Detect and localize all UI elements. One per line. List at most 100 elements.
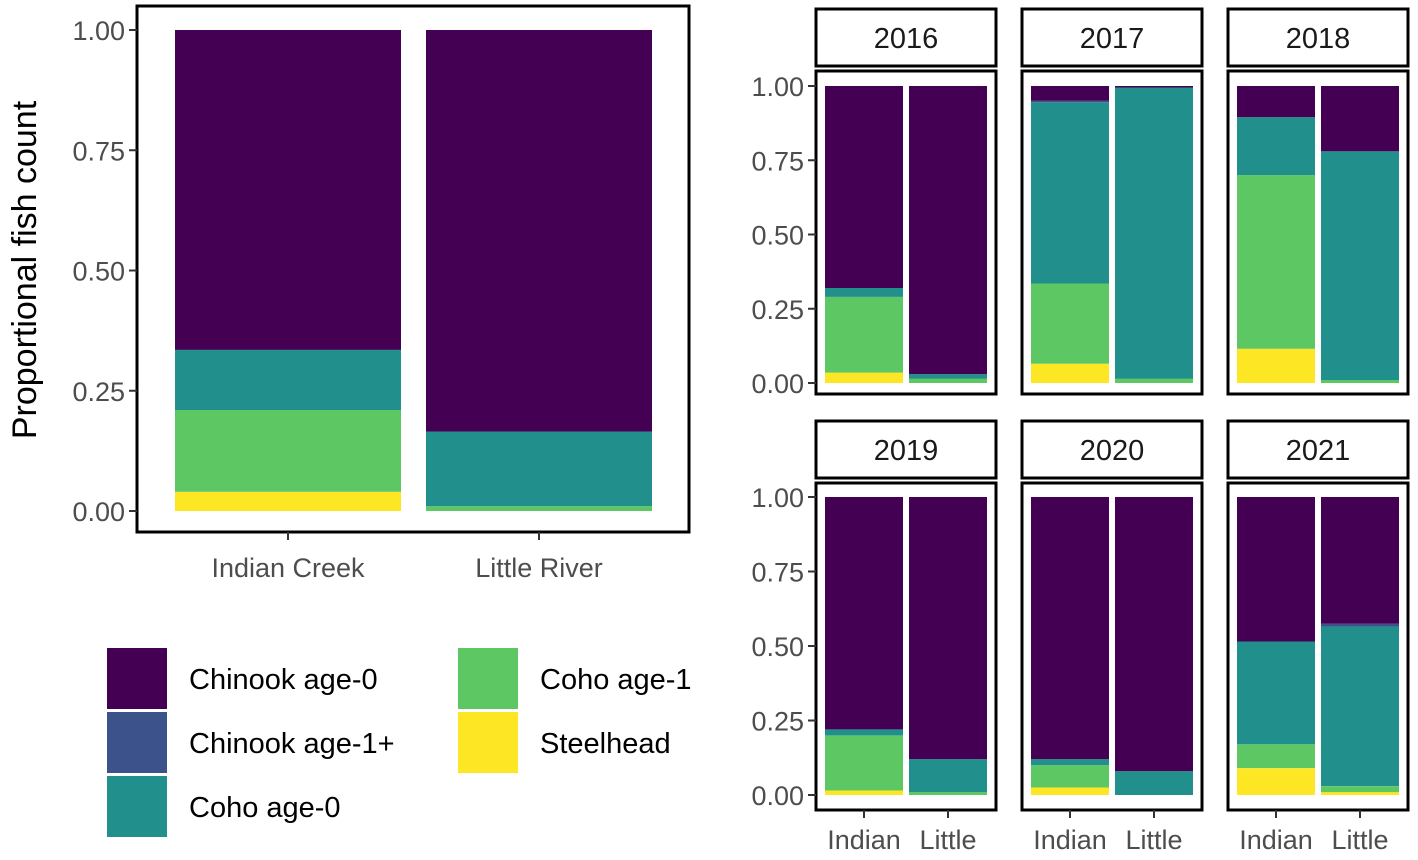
- facet-2017-bar-little-chinook-age-0: [1115, 86, 1193, 88]
- facet-2019: 2019 0.00 0.25 0.50 0.75 1.00 Indian Little: [751, 419, 998, 855]
- facet-2017-bar-indian-chinook-age-0: [1031, 86, 1109, 101]
- legend-item-chinook-age-1: Chinook age-1+: [107, 712, 395, 773]
- legend-label: Chinook age-0: [189, 664, 378, 696]
- overall-y-tick-label: 0.25: [72, 377, 125, 407]
- overall-chart: 0.00 0.25 0.50 0.75 1.00 Indian Creek Little …: [6, 4, 691, 583]
- overall-bar-indian-creek-coho-age-1: [175, 410, 401, 492]
- legend-item-steelhead: Steelhead: [458, 712, 671, 773]
- overall-x-axis: Indian Creek Little River: [137, 531, 689, 583]
- facet-strip-label: 2019: [874, 435, 939, 467]
- facet-2017-bar-indian-steelhead: [1031, 363, 1109, 383]
- facet-2019-x-tick-label: Little: [919, 825, 976, 855]
- legend-label: Chinook age-1+: [189, 728, 395, 760]
- facet-strip-label: 2018: [1286, 23, 1351, 55]
- legend-item-coho-age-0: Coho age-0: [107, 776, 341, 837]
- overall-bar-little-river-chinook-age-0: [426, 30, 652, 432]
- y-axis-title: Proportional fish count: [6, 100, 44, 439]
- facet-2019-bar-little-coho-age-1: [909, 792, 987, 795]
- legend-item-coho-age-1: Coho age-1: [458, 648, 692, 709]
- facet-strip-2021: [1226, 419, 1410, 480]
- facet-2020-bar-indian-steelhead: [1031, 787, 1109, 795]
- facet-2020: 2020 Indian Little: [1020, 419, 1204, 855]
- facet-2019-bar-indian-coho-age-1: [825, 735, 903, 791]
- facet-2021-bar-little-chinook-age-1: [1321, 623, 1399, 627]
- legend-swatch: [458, 712, 518, 773]
- facet-strip-2018: [1226, 7, 1410, 68]
- facet-2019-y-tick-label: 0.50: [751, 632, 804, 662]
- yearly-facets: 2016 0.00 0.25 0.50 0.75 1.00 2017 2018 2019 0.00…: [751, 7, 1410, 855]
- facet-strip-label: 2021: [1286, 435, 1351, 467]
- facet-2016-bar-indian-steelhead: [825, 372, 903, 383]
- legend-swatch: [458, 648, 518, 709]
- facet-2020-x-tick-label: Little: [1125, 825, 1182, 855]
- overall-y-tick-label: 0.75: [72, 136, 125, 166]
- facet-2018-bar-little-coho-age-1: [1321, 380, 1399, 383]
- overall-x-tick-label: Little River: [475, 553, 603, 583]
- facet-2016-bar-indian-coho-age-0: [825, 288, 903, 297]
- legend-label: Coho age-1: [540, 664, 692, 696]
- facet-2021: 2021 Indian Little: [1226, 419, 1410, 855]
- facet-2018-bar-indian-steelhead: [1237, 348, 1315, 383]
- legend-label: Coho age-0: [189, 792, 341, 824]
- facet-2019-y-tick-label: 0.00: [751, 781, 804, 811]
- facet-strip-2020: [1020, 419, 1204, 480]
- facet-strip-2017: [1020, 7, 1204, 68]
- facet-2019-bar-little-chinook-age-0: [909, 497, 987, 760]
- facet-2016-bar-little-coho-age-1: [909, 378, 987, 383]
- facet-2020-bar-little-chinook-age-0: [1115, 497, 1193, 772]
- overall-bar-indian-creek-chinook-age-0: [175, 30, 401, 350]
- legend-swatch: [107, 648, 167, 709]
- overall-y-axis: 0.00 0.25 0.50 0.75 1.00: [72, 16, 138, 527]
- facet-2016: 2016 0.00 0.25 0.50 0.75 1.00: [751, 7, 998, 399]
- facet-2020-bar-little-coho-age-0: [1115, 771, 1193, 795]
- facet-2020-x-tick-label: Indian: [1033, 825, 1107, 855]
- legend-label: Steelhead: [540, 728, 671, 760]
- facet-2016-y-tick-label: 0.50: [751, 221, 804, 251]
- facet-2020-bar-indian-coho-age-1: [1031, 765, 1109, 788]
- facet-2019-bar-indian-coho-age-0: [825, 729, 903, 736]
- overall-bar-little-river-coho-age-0: [426, 431, 652, 507]
- legend: Chinook age-0 Chinook age-1+ Coho age-0 Coh…: [107, 648, 692, 837]
- facet-2017-bar-little-coho-age-1: [1115, 378, 1193, 383]
- facet-2019-y-tick-label: 0.75: [751, 558, 804, 588]
- facet-2021-bar-little-chinook-age-0: [1321, 497, 1399, 624]
- facet-2016-bar-indian-coho-age-1: [825, 296, 903, 373]
- facet-2018-bar-little-coho-age-0: [1321, 151, 1399, 380]
- overall-bar-indian-creek-coho-age-0: [175, 349, 401, 410]
- facet-2021-x-tick-label: Indian: [1239, 825, 1313, 855]
- facet-2021-bar-indian-coho-age-0: [1237, 641, 1315, 745]
- facet-strip-label: 2020: [1080, 435, 1145, 467]
- facet-2016-y-tick-label: 0.00: [751, 369, 804, 399]
- facet-strip-2016: [814, 7, 998, 68]
- overall-y-tick-label: 0.00: [72, 497, 125, 527]
- facet-2017-bar-indian-coho-age-0: [1031, 102, 1109, 284]
- facet-2019-x-tick-label: Indian: [827, 825, 901, 855]
- facet-strip-label: 2017: [1080, 23, 1145, 55]
- facet-2016-bar-indian-chinook-age-0: [825, 86, 903, 288]
- facet-2021-bar-indian-chinook-age-0: [1237, 497, 1315, 642]
- facet-2016-y-tick-label: 0.75: [751, 146, 804, 176]
- facet-2017-bar-indian-chinook-age-1: [1031, 100, 1109, 103]
- facet-2020-bar-indian-chinook-age-0: [1031, 497, 1109, 760]
- facet-2018: 2018: [1226, 7, 1410, 396]
- overall-bars: [175, 30, 652, 511]
- facet-2019-bar-little-coho-age-0: [909, 759, 987, 792]
- facet-2021-bar-indian-steelhead: [1237, 768, 1315, 795]
- legend-item-chinook-age-0: Chinook age-0: [107, 648, 378, 709]
- facet-2019-y-tick-label: 0.25: [751, 707, 804, 737]
- legend-swatch: [107, 712, 167, 773]
- facet-2021-bar-indian-coho-age-1: [1237, 744, 1315, 769]
- overall-y-tick-label: 0.50: [72, 257, 125, 287]
- facet-2019-bar-indian-steelhead: [825, 790, 903, 795]
- facet-2021-bar-little-steelhead: [1321, 792, 1399, 795]
- facet-2016-y-tick-label: 1.00: [751, 72, 804, 102]
- facet-2019-y-tick-label: 1.00: [751, 483, 804, 513]
- overall-y-tick-label: 1.00: [72, 16, 125, 46]
- facet-2017-bar-indian-coho-age-1: [1031, 283, 1109, 364]
- facet-strip-2019: [814, 419, 998, 480]
- overall-x-tick-label: Indian Creek: [211, 553, 365, 583]
- facet-2018-bar-little-chinook-age-0: [1321, 86, 1399, 152]
- facet-2021-x-tick-label: Little: [1331, 825, 1388, 855]
- overall-bar-little-river-coho-age-1: [426, 506, 652, 511]
